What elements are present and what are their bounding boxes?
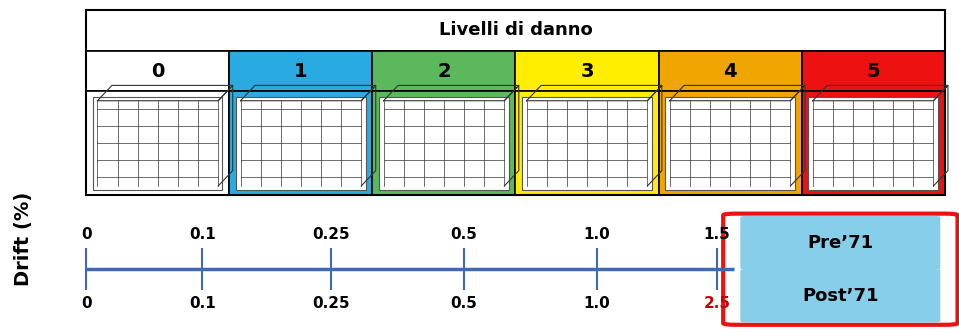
Bar [372,92,516,195]
Bar [523,97,652,190]
Text: 2: 2 [437,62,451,81]
Text: 2.5: 2.5 [704,296,731,311]
Bar [659,51,802,92]
Text: Livelli di danno: Livelli di danno [438,21,593,39]
Text: 1.0: 1.0 [584,296,610,311]
Text: 0.25: 0.25 [312,296,350,311]
Bar [229,92,372,195]
FancyBboxPatch shape [740,269,941,323]
Text: 0: 0 [152,62,165,81]
Text: 0.5: 0.5 [451,296,478,311]
Bar [229,51,372,92]
FancyBboxPatch shape [740,216,941,270]
Text: 0: 0 [81,227,92,242]
Bar [659,92,802,195]
Text: 0: 0 [81,296,92,311]
Bar [93,97,222,190]
Bar [802,51,945,92]
Bar [516,92,659,195]
Bar [808,97,938,190]
Text: 1: 1 [294,62,308,81]
Bar [802,92,945,195]
Bar [372,51,516,92]
Text: 4: 4 [723,62,737,81]
Text: 1.5: 1.5 [704,227,731,242]
Text: 1.0: 1.0 [584,227,610,242]
Bar [236,97,365,190]
Bar [86,92,229,195]
Bar [86,10,945,51]
Bar [379,97,508,190]
Text: Post’71: Post’71 [802,287,878,305]
Text: 0.25: 0.25 [312,227,350,242]
Bar [86,51,229,92]
Text: 0.5: 0.5 [451,227,478,242]
Text: 0.1: 0.1 [189,227,216,242]
Text: 0.1: 0.1 [189,296,216,311]
Text: 3: 3 [580,62,594,81]
Text: Pre’71: Pre’71 [807,234,874,252]
Text: Drift (%): Drift (%) [14,192,34,286]
Bar [516,51,659,92]
Bar [666,97,795,190]
Text: 5: 5 [866,62,880,81]
